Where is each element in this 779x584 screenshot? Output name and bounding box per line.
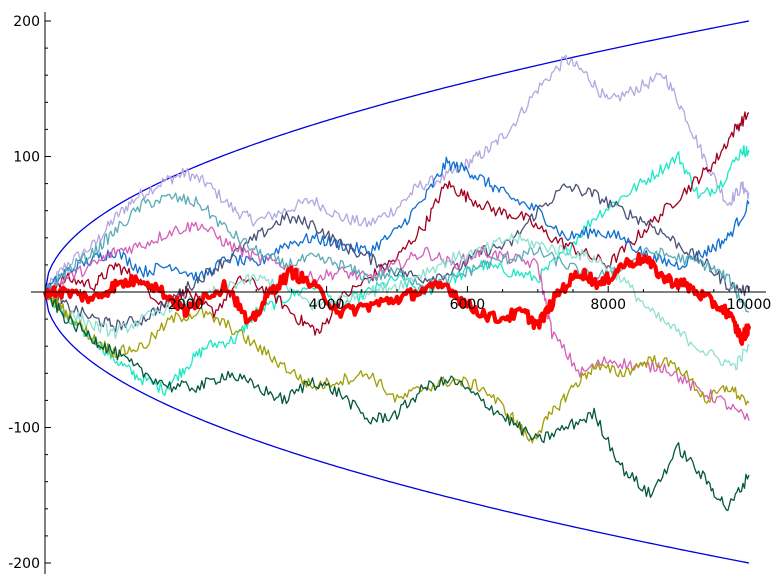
- series-layer: [42, 54, 752, 512]
- series-line-11: [42, 252, 752, 346]
- y-tick-label: 200: [13, 14, 40, 30]
- series-line-4: [44, 156, 750, 297]
- axes-layer: 200 100 -100 -200 2000 4000 6000 8000 10000: [8, 12, 771, 574]
- y-tick-label: -200: [8, 556, 40, 572]
- series-line-1: [44, 54, 750, 293]
- x-tick-label: 6000: [450, 297, 486, 313]
- series-line-3: [44, 111, 750, 336]
- series-line-9: [44, 287, 750, 444]
- series-line-7: [44, 192, 750, 313]
- lower-envelope-line: [44, 291, 750, 564]
- series-line-2: [44, 144, 750, 397]
- x-tick-label: 10000: [727, 297, 772, 313]
- x-tick-label: 2000: [168, 297, 204, 313]
- series-line-10: [44, 287, 750, 512]
- series-line-5: [44, 183, 750, 333]
- y-tick-label: -100: [8, 421, 40, 437]
- x-tick-label: 8000: [590, 297, 626, 313]
- series-line-6: [44, 221, 750, 421]
- y-tick-label: 100: [13, 150, 40, 166]
- x-tick-label: 4000: [309, 297, 345, 313]
